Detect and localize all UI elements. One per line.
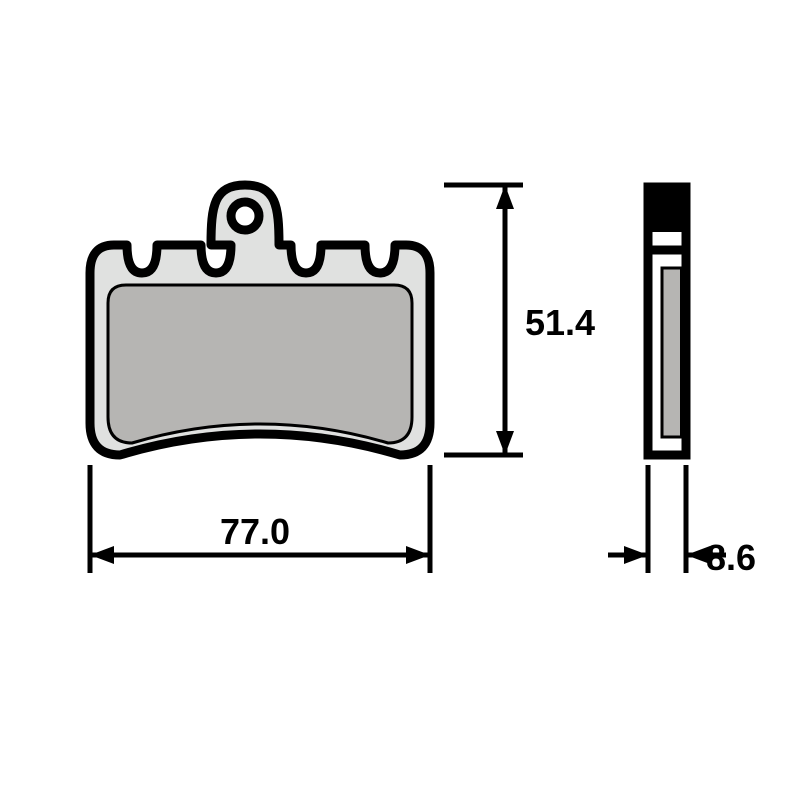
arrowhead (624, 546, 648, 564)
mounting-hole (231, 202, 259, 230)
arrowhead (406, 546, 430, 564)
arrowhead (496, 185, 514, 209)
friction-surface (108, 285, 412, 443)
height-dimension-label: 51.4 (525, 302, 595, 344)
arrowhead (90, 546, 114, 564)
diagram-canvas: 77.0 51.4 8.6 (0, 0, 800, 800)
thickness-dimension-label: 8.6 (706, 537, 756, 579)
arrowhead (496, 431, 514, 455)
side-view-friction (662, 268, 682, 437)
width-dimension-label: 77.0 (220, 511, 290, 553)
drawing-svg (0, 0, 800, 800)
side-view-tab (653, 192, 682, 233)
